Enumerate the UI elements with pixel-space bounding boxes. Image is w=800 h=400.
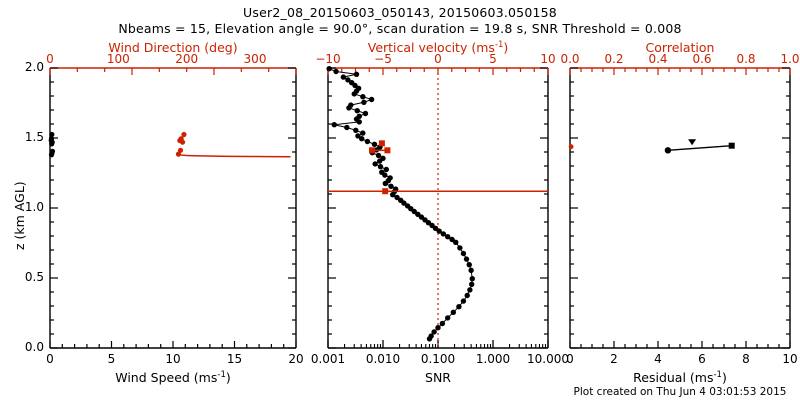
residual-axis-label: Residual (ms-1) (633, 370, 727, 386)
axis-tick-label: −10 (315, 52, 341, 66)
axis-tick-label: 0.010 (365, 352, 401, 366)
z-tick-label: 1.0 (24, 200, 44, 214)
axis-tick-label: 10 (540, 52, 556, 66)
axis-tick-label: 10 (782, 352, 798, 366)
z-tick-label: 0.5 (24, 270, 44, 284)
axis-tick-label: 0.001 (310, 352, 346, 366)
plot-title: User2_08_20150603_050143, 20150603.05015… (243, 5, 557, 20)
axis-tick-label: 300 (243, 52, 267, 66)
vertical-velocity-axis-label: Vertical velocity (ms-1) (367, 40, 509, 56)
axis-tick-label: 20 (288, 352, 304, 366)
axis-tick-label: −5 (374, 52, 392, 66)
axis-tick-label: 0 (46, 52, 54, 66)
axis-tick-label: 5 (489, 52, 497, 66)
wind-speed-axis-label: Wind Speed (ms-1) (115, 370, 231, 386)
z-tick-label: 0.0 (24, 340, 44, 354)
axis-tick-label: 100 (106, 52, 130, 66)
axis-tick-label: 4 (654, 352, 662, 366)
axis-tick-label: 0.0 (560, 52, 580, 66)
axis-tick-label: 1.0 (780, 52, 800, 66)
z-tick-label: 2.0 (24, 60, 44, 74)
wind-direction-axis-label: Wind Direction (deg) (108, 40, 238, 55)
axis-tick-label: 0 (434, 52, 442, 66)
axis-tick-label: 0.2 (604, 52, 624, 66)
plot-subtitle: Nbeams = 15, Elevation angle = 90.0°, sc… (118, 21, 682, 36)
axis-tick-label: 5 (107, 352, 116, 366)
z-tick-label: 1.5 (24, 130, 44, 144)
correlation-axis-label: Correlation (645, 40, 715, 55)
axis-tick-label: 10.000 (527, 352, 569, 366)
axis-tick-label: 2 (610, 352, 618, 366)
axis-tick-label: 1.000 (475, 352, 511, 366)
snr-axis-label: SNR (425, 370, 451, 385)
axis-tick-label: 0.8 (736, 52, 756, 66)
axis-tick-label: 10 (165, 352, 181, 366)
axis-tick-label: 15 (226, 352, 243, 366)
axis-tick-label: 200 (175, 52, 199, 66)
axis-tick-label: 0.6 (692, 52, 712, 66)
axis-tick-label: 0.100 (420, 352, 456, 366)
axis-tick-label: 0 (566, 352, 574, 366)
axis-tick-label: 6 (698, 352, 706, 366)
plot-created-footer: Plot created on Thu Jun 4 03:01:53 2015 (573, 386, 787, 398)
axis-tick-label: 8 (742, 352, 750, 366)
axis-tick-label: 0.4 (648, 52, 668, 66)
axis-tick-label: 0 (46, 352, 54, 366)
